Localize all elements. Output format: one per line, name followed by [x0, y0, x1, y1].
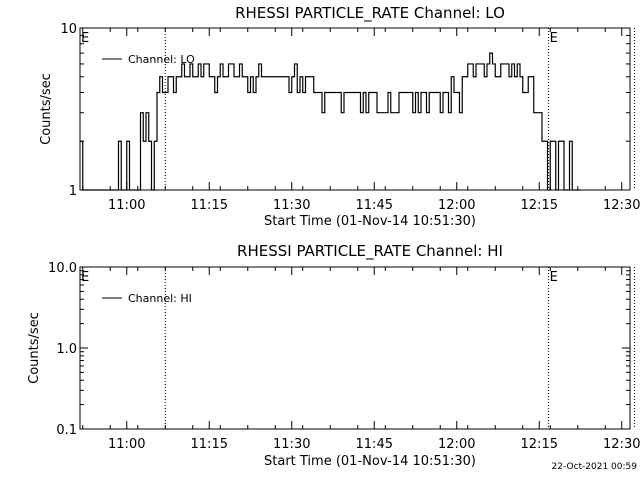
hi-x-tick-label: 12:15	[521, 437, 558, 452]
lo-x-tick-label: 12:00	[438, 198, 475, 213]
lo-x-tick-label: 11:45	[356, 198, 393, 213]
hi-event-marker: E	[81, 270, 89, 285]
lo-series-line	[80, 52, 581, 191]
hi-x-tick-label: 11:15	[191, 437, 228, 452]
lo-event-marker: E	[550, 31, 558, 46]
hi-x-tick-label: 11:00	[108, 437, 145, 452]
hi-chart-title: RHESSI PARTICLE_RATE Channel: HI	[237, 242, 503, 261]
hi-legend-label: Channel: HI	[128, 292, 192, 305]
lo-y-tick-label: 10	[60, 22, 77, 37]
lo-event-marker: E	[81, 31, 89, 46]
hi-y-tick-label: 1.0	[56, 342, 77, 357]
hi-y-tick-label: 10.0	[48, 261, 77, 276]
lo-plot-frame	[79, 27, 631, 191]
lo-x-tick-label: 12:15	[521, 198, 558, 213]
lo-chart-title: RHESSI PARTICLE_RATE Channel: LO	[235, 4, 505, 23]
hi-y-tick-label: 0.1	[56, 423, 77, 438]
hi-x-tick-label: 11:45	[356, 437, 393, 452]
lo-y-tick-label: 1	[69, 184, 77, 199]
lo-legend-label: Channel: LO	[128, 53, 195, 66]
plot-timestamp: 22-Oct-2021 00:59	[551, 462, 637, 472]
hi-x-tick-label: 12:30	[603, 437, 640, 452]
lo-x-tick-label: 12:30	[603, 198, 640, 213]
lo-x-tick-label: 11:00	[108, 198, 145, 213]
hi-event-marker: E	[550, 270, 558, 285]
hi-x-tick-label: 11:30	[273, 437, 310, 452]
lo-y-axis-label: Counts/sec	[39, 73, 54, 145]
lo-x-tick-label: 11:15	[191, 198, 228, 213]
lo-x-axis-label: Start Time (01-Nov-14 10:51:30)	[264, 214, 476, 229]
hi-x-tick-label: 12:00	[438, 437, 475, 452]
hi-x-axis-label: Start Time (01-Nov-14 10:51:30)	[264, 454, 476, 469]
hi-y-axis-label: Counts/sec	[27, 312, 42, 384]
lo-x-tick-label: 11:30	[273, 198, 310, 213]
